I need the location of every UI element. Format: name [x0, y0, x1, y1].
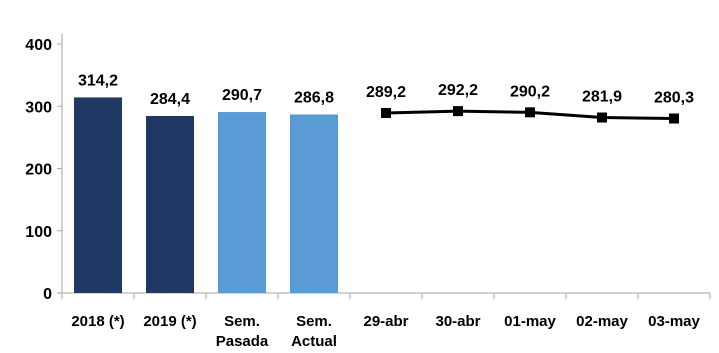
bar-data-label: 290,7 — [222, 87, 262, 104]
x-tick-label: Sem. — [296, 313, 332, 330]
bar-data-label: 286,8 — [294, 89, 334, 106]
x-tick-label: 29-abr — [363, 313, 408, 330]
y-tick-label: 100 — [25, 224, 52, 241]
y-tick-label: 400 — [25, 37, 52, 54]
bar — [146, 115, 194, 293]
line-point-marker — [525, 107, 535, 118]
line-data-label: 281,9 — [582, 89, 622, 106]
bar — [290, 114, 338, 293]
x-tick-label: 2018 (*) — [71, 313, 124, 330]
line-point-marker — [453, 106, 463, 117]
line-point-marker — [669, 113, 679, 124]
x-tick-label: 01-may — [504, 313, 556, 330]
y-tick-label: 300 — [25, 99, 52, 116]
x-tick-label: 03-may — [648, 313, 700, 330]
line-data-label: 292,2 — [438, 82, 478, 99]
bar-data-label: 314,2 — [78, 72, 118, 89]
x-tick-label: 2019 (*) — [143, 313, 196, 330]
bar-data-label: 284,4 — [150, 91, 190, 108]
line-point-marker — [381, 107, 391, 118]
bar — [218, 112, 266, 294]
x-tick-label: 02-may — [576, 313, 628, 330]
line-data-label: 280,3 — [654, 90, 694, 107]
x-tick-label: 30-abr — [435, 313, 480, 330]
x-tick-label: Actual — [291, 333, 337, 350]
line-point-marker — [597, 112, 607, 123]
y-tick-label: 0 — [43, 286, 52, 303]
line-data-label: 290,2 — [510, 83, 550, 100]
y-tick-label: 200 — [25, 162, 52, 179]
bar — [74, 97, 122, 294]
line-data-label: 289,2 — [366, 84, 406, 101]
x-tick-label: Pasada — [216, 333, 269, 350]
x-tick-label: Sem. — [224, 313, 260, 330]
